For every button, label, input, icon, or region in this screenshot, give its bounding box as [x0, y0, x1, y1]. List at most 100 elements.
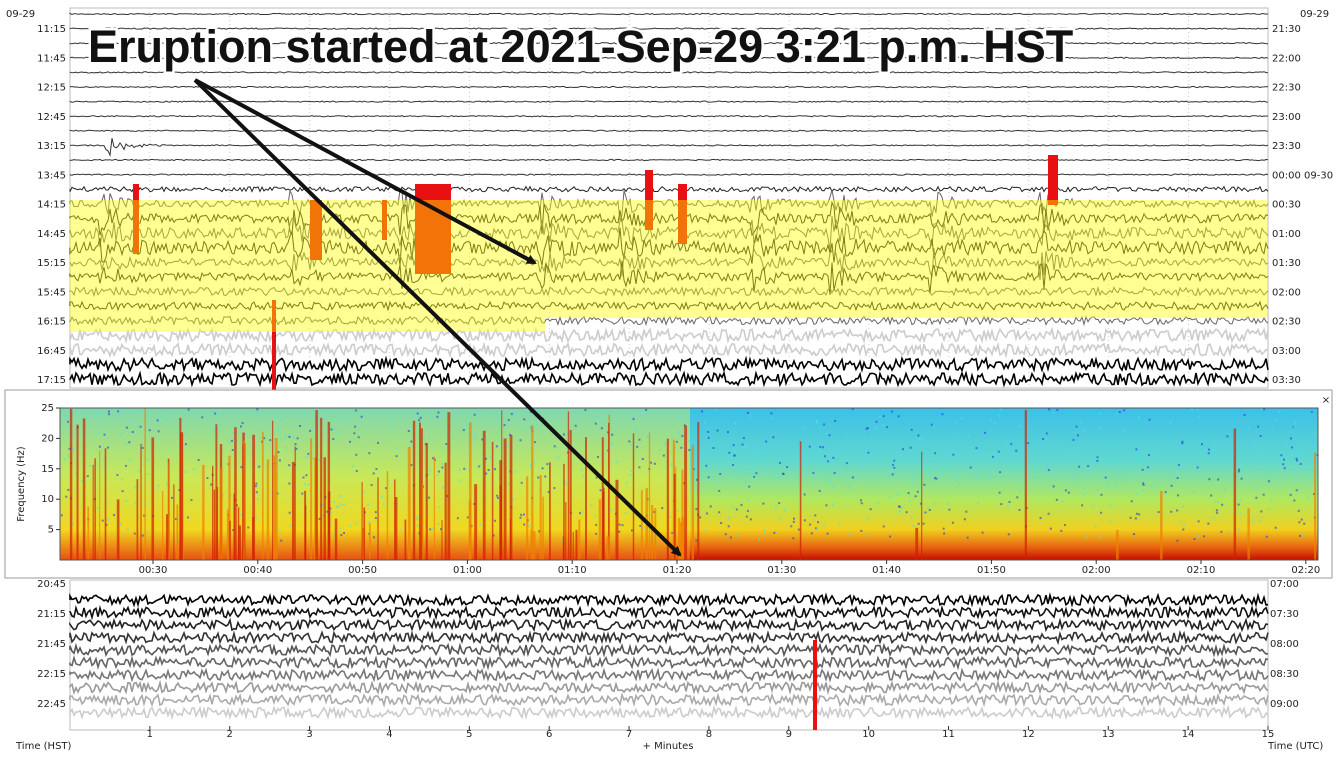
seismic-trace: [69, 260, 1269, 295]
spectral-speckle: [912, 524, 915, 527]
spectral-speckle: [965, 510, 968, 513]
x-tick-label: 2: [227, 729, 233, 740]
spectral-speckle: [415, 518, 418, 521]
spectral-speckle: [743, 446, 746, 449]
spectral-speckle: [611, 442, 614, 445]
spectral-line: [1160, 490, 1163, 560]
spectral-speckle: [1104, 476, 1107, 479]
spectral-speckle: [213, 428, 216, 431]
spectral-line: [499, 460, 503, 560]
x-tick-label: 00:50: [348, 565, 377, 576]
spectral-speckle: [999, 471, 1002, 474]
spectral-speckle: [810, 532, 813, 535]
spectral-speckle: [363, 491, 366, 494]
left-time-label: 11:45: [37, 53, 66, 64]
spectral-speckle: [110, 409, 113, 412]
spectral-speckle: [1282, 463, 1285, 466]
spectral-speckle: [928, 462, 931, 465]
spectral-speckle: [157, 484, 160, 487]
spectral-speckle: [736, 534, 739, 537]
spectral-speckle: [741, 443, 744, 446]
x-tick-label: 13: [1102, 729, 1115, 740]
spectral-speckle: [166, 482, 169, 485]
spectral-speckle: [1157, 511, 1160, 514]
spectral-speckle: [718, 489, 721, 492]
spectral-speckle: [329, 511, 332, 514]
x-tick-label: 01:20: [663, 565, 692, 576]
spectral-speckle: [624, 512, 627, 515]
spectral-speckle: [1315, 458, 1318, 461]
spectral-speckle: [338, 527, 341, 530]
spectral-speckle: [478, 465, 481, 468]
spectral-speckle: [65, 415, 68, 418]
spectral-speckle: [712, 446, 715, 449]
spectral-speckle: [674, 446, 677, 449]
spectral-speckle: [1197, 520, 1200, 523]
spectral-speckle: [1114, 485, 1117, 488]
spectral-speckle: [1217, 478, 1220, 481]
spectral-speckle: [432, 457, 435, 460]
spectral-speckle: [210, 483, 213, 486]
spectral-speckle: [765, 440, 768, 443]
spectral-speckle: [705, 512, 708, 515]
spectral-speckle: [493, 519, 496, 522]
spectral-speckle: [758, 538, 761, 541]
event-mark: [678, 184, 687, 244]
spectral-line: [563, 463, 565, 560]
date-label: 09-29: [6, 9, 35, 20]
spectral-speckle: [629, 443, 632, 446]
spectral-speckle: [129, 421, 132, 424]
spectral-speckle: [307, 452, 310, 455]
spectral-line: [567, 411, 570, 560]
spectral-speckle: [527, 525, 530, 528]
spectral-speckle: [419, 416, 422, 419]
left-time-label: 22:15: [37, 669, 66, 680]
spectral-speckle: [719, 473, 722, 476]
close-button[interactable]: ×: [1322, 395, 1330, 406]
event-mark: [272, 300, 276, 390]
spectral-speckle: [340, 534, 343, 537]
spectral-speckle: [214, 412, 217, 415]
spectral-line: [99, 450, 101, 560]
spectral-speckle: [1290, 437, 1293, 440]
x-tick-label: 9: [786, 729, 792, 740]
spectral-speckle: [935, 477, 938, 480]
spectral-speckle: [848, 532, 851, 535]
spectral-speckle: [68, 447, 71, 450]
spectral-line: [1233, 428, 1237, 560]
spectral-speckle: [230, 439, 233, 442]
spectral-speckle: [732, 444, 735, 447]
spectral-speckle: [621, 524, 624, 527]
spectral-speckle: [441, 462, 444, 465]
spectral-speckle: [838, 522, 841, 525]
spectral-speckle: [510, 412, 513, 415]
spectral-line: [202, 464, 205, 560]
spectral-speckle: [367, 521, 370, 524]
arrow: [194, 78, 537, 265]
spectral-speckle: [828, 434, 831, 437]
spectral-speckle: [146, 530, 149, 533]
spectral-speckle: [1106, 483, 1109, 486]
spectral-speckle: [981, 531, 984, 534]
spectral-speckle: [808, 445, 811, 448]
spectral-speckle: [663, 442, 666, 445]
spectral-speckle: [1100, 493, 1103, 496]
spectral-line: [226, 509, 230, 560]
spectral-speckle: [742, 437, 745, 440]
seismic-trace: [69, 85, 1269, 89]
right-time-label: 22:00: [1272, 53, 1301, 64]
spectral-speckle: [1047, 466, 1050, 469]
spectral-speckle: [946, 502, 949, 505]
x-tick-label: 01:50: [977, 565, 1006, 576]
spectral-speckle: [1142, 482, 1145, 485]
spectral-speckle: [303, 482, 306, 485]
spectral-line: [684, 425, 688, 560]
spectral-speckle: [1296, 459, 1299, 462]
spectral-line: [1247, 508, 1250, 560]
spectral-speckle: [81, 479, 84, 482]
x-tick-label: 01:40: [872, 565, 901, 576]
spectral-line: [404, 519, 407, 560]
spectral-speckle: [1239, 499, 1242, 502]
spectral-line: [542, 496, 544, 560]
x-tick-label: 1: [147, 729, 153, 740]
